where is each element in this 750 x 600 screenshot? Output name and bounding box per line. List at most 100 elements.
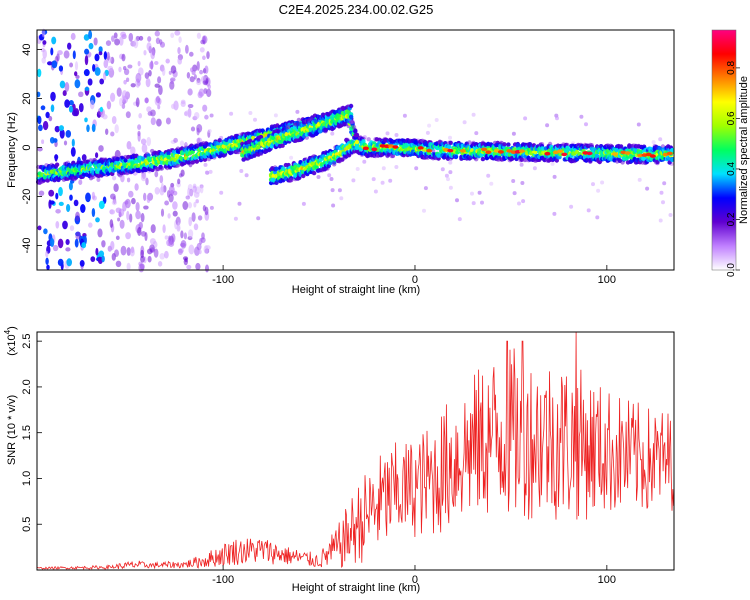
snr-scale-label: (x104) <box>3 326 18 356</box>
spectrogram-cell <box>202 55 206 61</box>
spectrogram-cell <box>323 127 328 132</box>
spectrogram-cell <box>119 98 123 107</box>
spectrogram-cell <box>511 179 516 183</box>
spectrogram-cell <box>199 185 204 194</box>
spectrogram-cell <box>54 162 60 167</box>
spectrogram-cell <box>117 217 121 222</box>
snr-series-line <box>37 331 674 571</box>
spectrogram-cell <box>79 260 85 267</box>
spectrogram-cell <box>84 86 90 91</box>
spectrogram-cell <box>101 255 105 263</box>
spectrogram-cell <box>183 232 188 240</box>
spectrogram-cell <box>126 210 130 221</box>
spectrogram-cell <box>95 152 99 159</box>
spectrogram-cell <box>121 90 128 101</box>
spectrogram-cell <box>169 80 175 90</box>
spectrogram-x-label: Height of straight line (km) <box>292 284 420 296</box>
spectrogram-cell <box>75 211 80 222</box>
spectrogram-cell <box>74 79 81 89</box>
spectrogram-cell <box>199 238 203 245</box>
spectrogram-cell <box>138 263 145 273</box>
spectrogram-cell <box>57 238 64 249</box>
spectrogram-y-tick-label: -40 <box>21 238 33 254</box>
spectrogram-cell <box>354 149 360 154</box>
spectrogram-cell <box>78 91 84 98</box>
spectrogram-cell <box>137 132 141 142</box>
spectrogram-cell <box>177 57 183 65</box>
colorbar-tick-label: 0.2 <box>726 212 737 226</box>
spectrogram-cell <box>565 147 570 153</box>
spectrogram-cell <box>188 216 193 227</box>
spectrogram-cell <box>146 42 152 51</box>
spectrogram-cell <box>91 123 96 133</box>
spectrogram-cell <box>65 247 71 252</box>
spectrogram-cell <box>58 186 63 197</box>
spectrogram-cell <box>354 139 360 145</box>
spectrogram-cell <box>229 111 234 116</box>
spectrogram-cell <box>58 65 64 72</box>
spectrogram-cell <box>68 105 74 113</box>
spectrogram-cell <box>193 201 197 208</box>
spectrogram-cell <box>133 38 139 49</box>
spectrogram-cell <box>62 220 68 230</box>
spectrogram-cell <box>196 60 200 71</box>
spectrogram-cell <box>177 248 183 255</box>
spectrogram-cell <box>196 80 202 86</box>
spectrogram-cell <box>127 64 133 69</box>
spectrogram-cell <box>668 213 673 217</box>
spectrogram-cell <box>506 142 511 147</box>
spectrogram-cell <box>471 201 476 206</box>
spectrogram-cell <box>150 117 156 126</box>
spectrogram-cell <box>207 84 212 90</box>
spectrogram-cell <box>107 65 114 72</box>
snr-y-tick-label: 1.5 <box>21 425 33 440</box>
spectrogram-cell <box>184 257 188 263</box>
spectrogram-cell <box>70 147 76 157</box>
spectrogram-cell <box>140 231 147 237</box>
spectrogram-cell <box>43 228 48 235</box>
spectrogram-cell <box>46 264 50 270</box>
spectrogram-cell <box>50 91 56 102</box>
spectrogram-cell <box>157 261 163 267</box>
spectrogram-cell <box>239 169 244 173</box>
spectrogram-cell <box>193 223 199 231</box>
spectrogram-cell <box>177 46 181 55</box>
spectrogram-cell <box>204 264 210 273</box>
spectrogram-cell <box>160 182 164 193</box>
spectrogram-x-tick-label: 0 <box>412 274 418 286</box>
spectrogram-cell <box>170 32 175 39</box>
spectrogram-cell <box>199 47 205 53</box>
spectrogram-cell <box>194 246 200 257</box>
snr-y-tick-label: 1.0 <box>21 471 33 486</box>
spectrogram-cell <box>579 114 584 119</box>
spectrogram-cell <box>128 32 134 42</box>
spectrogram-cell <box>177 222 181 231</box>
spectrogram-cell <box>92 63 96 72</box>
spectrogram-cell <box>98 46 103 53</box>
spectrogram-cell <box>187 103 194 109</box>
spectrogram-cell <box>202 104 208 112</box>
spectrogram-y-tick-label: 0 <box>21 144 33 150</box>
spectrogram-cell <box>662 181 667 186</box>
spectrogram-cell <box>189 76 195 83</box>
spectrogram-cell <box>248 111 253 115</box>
spectrogram-cell <box>80 204 86 213</box>
snr-y-tick-label: 2.0 <box>21 379 33 394</box>
spectrogram-cell <box>330 131 335 136</box>
spectrogram-cell <box>68 100 74 106</box>
spectrogram-cell <box>371 177 376 182</box>
spectrogram-cell <box>351 178 356 183</box>
spectrogram-cell <box>217 138 222 143</box>
spectrogram-cell <box>81 242 87 249</box>
spectrogram-cell <box>448 170 453 175</box>
spectrogram-cell <box>440 167 445 172</box>
spectrogram-cell <box>167 213 171 219</box>
spectrogram-cell <box>193 74 197 80</box>
spectrogram-cell <box>159 175 164 184</box>
spectrogram-cell <box>552 174 557 179</box>
spectrogram-cell <box>70 32 76 41</box>
spectrogram-cell <box>105 40 112 46</box>
spectrogram-cell <box>471 112 476 117</box>
spectrogram-cell <box>172 210 178 217</box>
spectrogram-cell <box>392 145 399 149</box>
